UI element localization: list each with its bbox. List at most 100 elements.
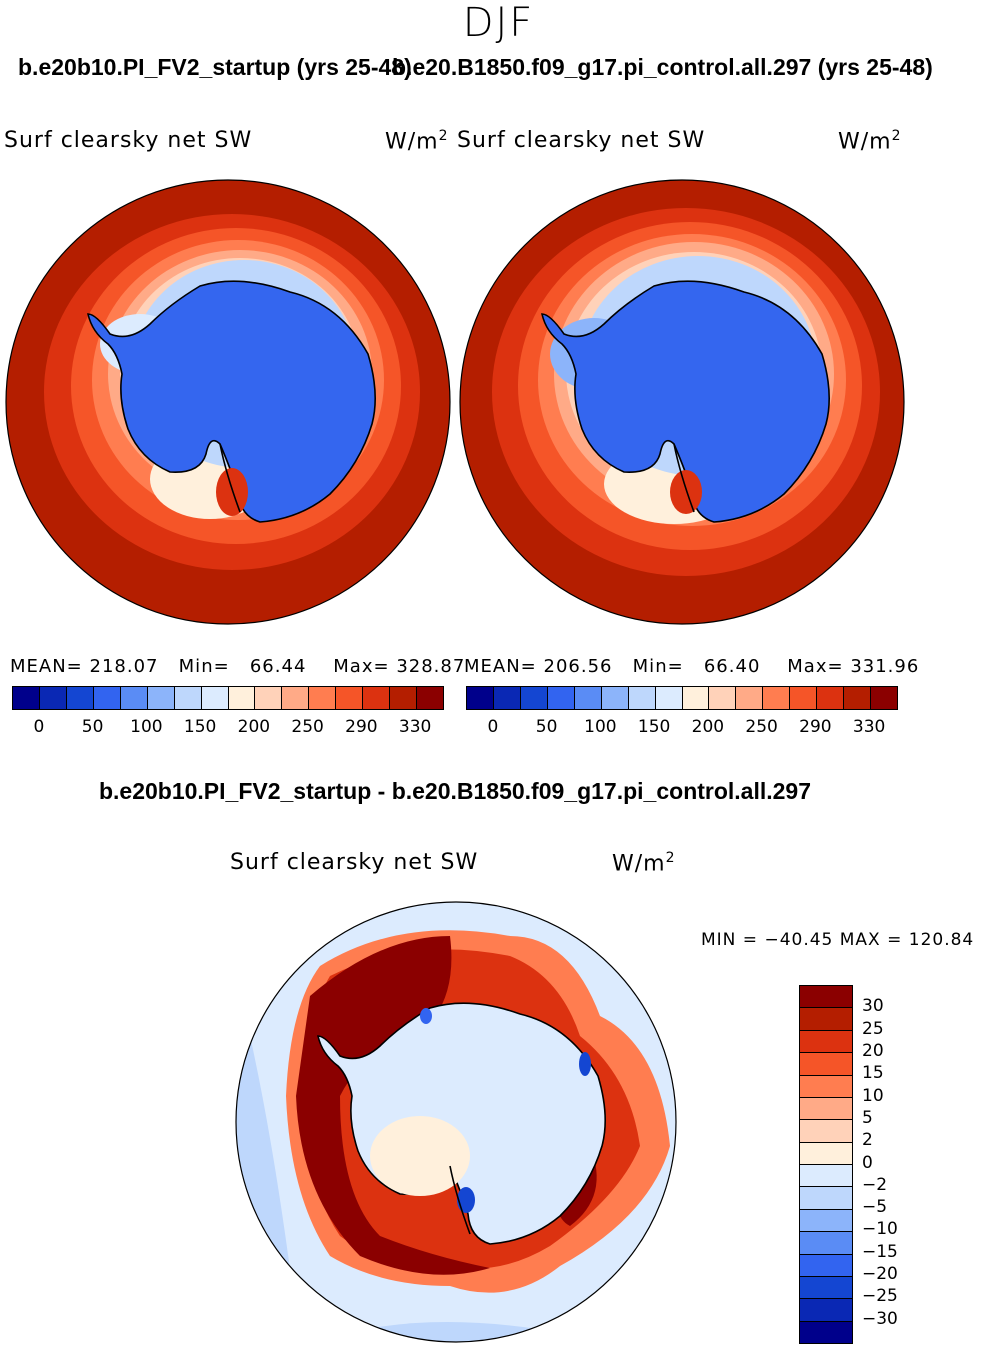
colorbar-tick-label: 250	[291, 717, 324, 737]
left-stats: MEAN= 218.07 Min= 66.44 Max= 328.87	[10, 656, 466, 677]
colorbar-tick-label: 200	[237, 717, 271, 737]
diff-colorbar-tick-label: −10	[862, 1219, 898, 1240]
right-polar-map	[459, 179, 905, 625]
left-ross-coast	[219, 443, 241, 513]
left-continent	[87, 280, 376, 523]
colorbar-tick-label: 330	[398, 717, 432, 737]
colorbar-swatch	[120, 687, 148, 709]
colorbar-swatch	[790, 687, 818, 709]
diff-colorbar-tick-label: −30	[862, 1308, 898, 1329]
right-variable-label: Surf clearsky net SW	[457, 128, 706, 153]
diff-map-border	[235, 901, 677, 1343]
diff-dark-red-west	[296, 936, 490, 1275]
diff-colorbar-tick-label: −20	[862, 1264, 898, 1285]
right-colorbar	[466, 686, 898, 710]
colorbar-swatch	[817, 687, 845, 709]
colorbar-swatch	[682, 687, 710, 709]
diff-colorbar-swatch	[800, 1008, 852, 1031]
diff-colorbar-swatch	[800, 1165, 852, 1188]
right-stats: MEAN= 206.56 Min= 66.40 Max= 331.96	[464, 656, 920, 677]
right-continent	[541, 280, 830, 523]
right-units-label: W/m2	[838, 128, 902, 155]
season-title: DJF	[462, 0, 535, 46]
colorbar-swatch	[174, 687, 202, 709]
right-mean-value: 206.56	[543, 656, 613, 677]
diff-colorbar-tick-label: 20	[862, 1040, 884, 1061]
right-min-value: 66.40	[703, 656, 761, 677]
diff-colorbar-tick-label: 5	[862, 1107, 873, 1128]
colorbar-tick-label: 330	[852, 717, 886, 737]
colorbar-tick-label: 200	[691, 717, 725, 737]
left-min-value: 66.44	[249, 656, 307, 677]
left-polar-map	[5, 179, 451, 625]
diff-colorbar-swatch	[800, 1053, 852, 1076]
diff-east-blue-spot	[579, 1052, 591, 1076]
diff-colorbar-tick-label: 2	[862, 1130, 873, 1151]
colorbar-swatch	[574, 687, 602, 709]
difference-title: b.e20b10.PI_FV2_startup - b.e20.B1850.f0…	[98, 778, 812, 804]
colorbar-swatch	[736, 687, 764, 709]
diff-colorbar-swatch	[800, 986, 852, 1009]
diff-south-blue-band	[300, 1322, 630, 1342]
colorbar-swatch	[763, 687, 791, 709]
left-max-value: 328.87	[396, 656, 466, 677]
colorbar-swatch	[467, 687, 494, 709]
diff-colorbar-swatch	[800, 1187, 852, 1210]
colorbar-swatch	[709, 687, 737, 709]
colorbar-tick-label: 0	[33, 717, 45, 737]
colorbar-tick-label: 100	[584, 717, 617, 737]
colorbar-tick-label: 0	[487, 717, 499, 737]
diff-colorbar-tick-label: −2	[862, 1174, 888, 1195]
diff-colorbar-swatch	[800, 1232, 852, 1255]
colorbar-tick-label: 290	[799, 717, 832, 737]
colorbar-swatch	[336, 687, 364, 709]
colorbar-swatch	[282, 687, 310, 709]
diff-colorbar-tick-label: 25	[862, 1018, 884, 1039]
left-variable-label: Surf clearsky net SW	[4, 128, 253, 153]
left-map-border	[5, 179, 451, 625]
diff-colorbar-swatch	[800, 1276, 852, 1300]
diff-colorbar	[799, 985, 853, 1344]
colorbar-swatch	[493, 687, 521, 709]
colorbar-tick-label: 100	[130, 717, 163, 737]
diff-variable-label: Surf clearsky net SW	[230, 850, 479, 875]
colorbar-tick-label: 50	[535, 717, 558, 737]
colorbar-tick-label: 250	[745, 717, 778, 737]
diff-colorbar-swatch	[800, 1120, 852, 1143]
colorbar-swatch	[255, 687, 283, 709]
right-ross-shelf	[670, 470, 702, 514]
diff-colorbar-tick-label: 10	[862, 1085, 884, 1106]
colorbar-tick-label: 290	[345, 717, 378, 737]
diff-colorbar-swatch	[800, 1209, 852, 1233]
diff-colorbar-swatch	[800, 1321, 852, 1343]
colorbar-swatch	[417, 687, 443, 709]
colorbar-swatch	[655, 687, 683, 709]
diff-colorbar-tick-label: −5	[862, 1197, 888, 1218]
colorbar-swatch	[13, 687, 40, 709]
colorbar-swatch	[39, 687, 67, 709]
diff-colorbar-swatch	[800, 1254, 852, 1277]
colorbar-swatch	[147, 687, 175, 709]
diff-colorbar-tick-label: −15	[862, 1241, 898, 1262]
left-units-label: W/m2	[385, 128, 449, 155]
colorbar-swatch	[390, 687, 418, 709]
diff-ross-warm	[370, 1116, 470, 1196]
diff-colorbar-tick-label: 0	[862, 1152, 873, 1173]
right-max-value: 331.96	[850, 656, 920, 677]
colorbar-swatch	[520, 687, 548, 709]
diff-colorbar-swatch	[800, 1142, 852, 1165]
left-case-title: b.e20b10.PI_FV2_startup (yrs 25-48)	[18, 54, 412, 80]
colorbar-swatch	[628, 687, 656, 709]
right-case-title: b.e20.B1850.f09_g17.pi_control.all.297 (…	[392, 54, 933, 80]
right-map-border	[459, 179, 905, 625]
colorbar-swatch	[871, 687, 897, 709]
colorbar-swatch	[228, 687, 256, 709]
diff-units-label: W/m2	[612, 850, 676, 877]
left-colorbar	[12, 686, 444, 710]
colorbar-tick-label: 150	[637, 717, 671, 737]
colorbar-swatch	[547, 687, 575, 709]
diff-colorbar-tick-label: −25	[862, 1286, 898, 1307]
difference-polar-map	[235, 901, 677, 1343]
diff-colorbar-tick-label: 30	[862, 996, 884, 1017]
colorbar-swatch	[66, 687, 94, 709]
